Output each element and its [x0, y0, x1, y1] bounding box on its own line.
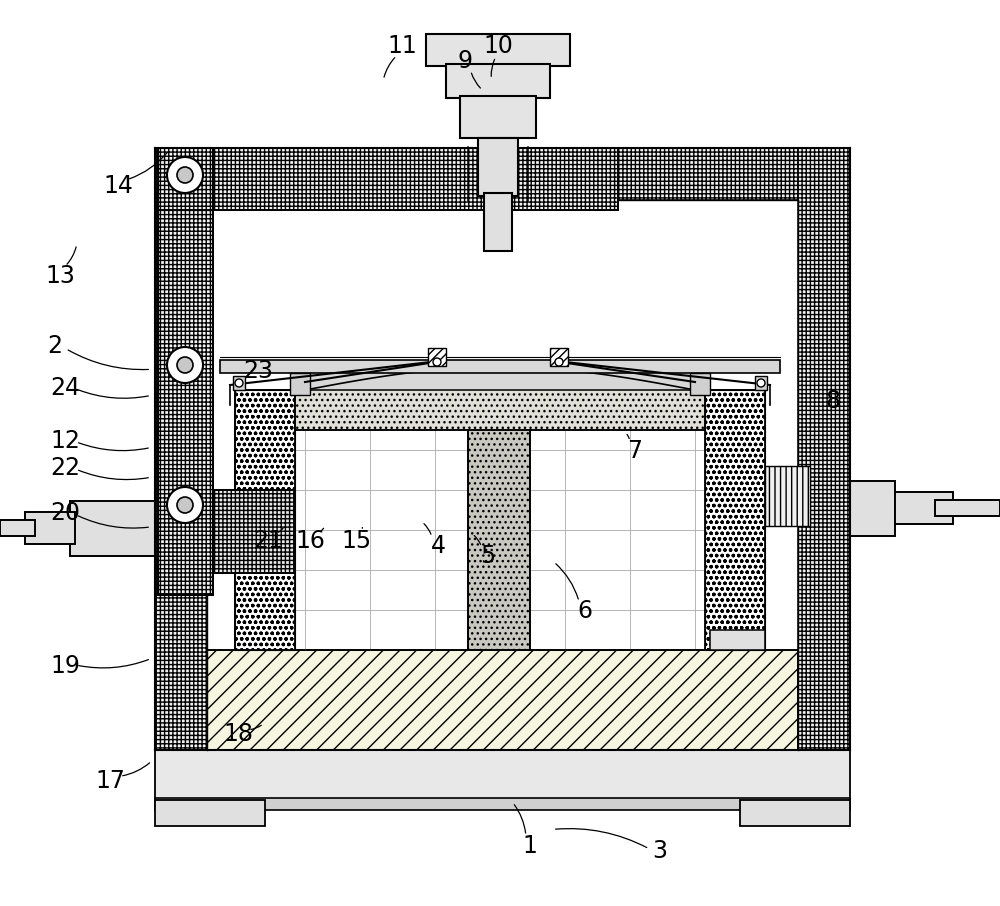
Bar: [155, 148, 850, 200]
Bar: [235, 390, 295, 650]
Bar: [765, 466, 810, 526]
Bar: [468, 395, 530, 650]
Bar: [207, 200, 798, 750]
Circle shape: [177, 497, 193, 513]
Bar: [446, 64, 550, 98]
Text: 24: 24: [50, 376, 80, 400]
Bar: [233, 376, 245, 390]
Bar: [468, 395, 530, 650]
Bar: [295, 372, 705, 390]
Bar: [25, 512, 75, 544]
Text: 6: 6: [578, 599, 592, 623]
Bar: [468, 148, 528, 202]
Text: 4: 4: [430, 534, 446, 558]
Text: 5: 5: [480, 544, 496, 568]
Bar: [220, 360, 780, 373]
Bar: [207, 650, 798, 750]
Circle shape: [167, 487, 203, 523]
Circle shape: [167, 157, 203, 193]
Bar: [426, 34, 570, 66]
Bar: [478, 138, 518, 196]
Bar: [155, 148, 207, 750]
Text: 7: 7: [628, 439, 642, 463]
Bar: [895, 492, 953, 524]
Text: 12: 12: [50, 429, 80, 453]
Bar: [705, 390, 765, 650]
Circle shape: [167, 347, 203, 383]
Bar: [755, 376, 767, 390]
Bar: [468, 395, 530, 650]
Bar: [935, 500, 1000, 516]
Bar: [690, 373, 710, 395]
Text: 16: 16: [295, 529, 325, 553]
Circle shape: [177, 357, 193, 373]
Text: 11: 11: [387, 34, 417, 58]
Text: 21: 21: [253, 529, 283, 553]
Text: 15: 15: [342, 529, 372, 553]
Bar: [0, 520, 35, 536]
Text: 22: 22: [50, 456, 80, 480]
Text: 9: 9: [458, 49, 473, 73]
Bar: [428, 348, 446, 366]
Bar: [158, 148, 213, 595]
Bar: [710, 630, 765, 650]
Bar: [213, 490, 295, 573]
Circle shape: [433, 358, 441, 366]
Bar: [740, 800, 850, 826]
Text: 23: 23: [243, 359, 273, 383]
Bar: [207, 650, 798, 750]
Bar: [550, 348, 568, 366]
Bar: [460, 96, 536, 138]
Bar: [158, 148, 618, 210]
Bar: [207, 650, 798, 750]
Bar: [484, 193, 512, 251]
Bar: [155, 798, 850, 810]
Bar: [213, 490, 295, 573]
Circle shape: [177, 167, 193, 183]
Bar: [850, 481, 895, 536]
Text: 14: 14: [103, 174, 133, 198]
Bar: [705, 390, 765, 650]
Text: 2: 2: [48, 334, 62, 358]
Polygon shape: [295, 367, 705, 430]
Bar: [70, 501, 155, 556]
Text: 1: 1: [523, 834, 537, 858]
Circle shape: [757, 379, 765, 387]
Circle shape: [555, 358, 563, 366]
Text: 13: 13: [45, 264, 75, 288]
Bar: [155, 800, 265, 826]
Bar: [798, 148, 850, 750]
Text: 17: 17: [95, 769, 125, 793]
Text: 19: 19: [50, 654, 80, 678]
Text: 20: 20: [50, 501, 80, 525]
Bar: [155, 750, 850, 800]
Bar: [158, 148, 618, 210]
Circle shape: [235, 379, 243, 387]
Text: 3: 3: [652, 839, 668, 863]
Bar: [158, 148, 213, 595]
Text: 10: 10: [483, 34, 513, 58]
Bar: [235, 390, 295, 650]
Text: 8: 8: [825, 389, 841, 413]
Bar: [290, 373, 310, 395]
Text: 18: 18: [223, 722, 253, 746]
Bar: [235, 390, 765, 650]
